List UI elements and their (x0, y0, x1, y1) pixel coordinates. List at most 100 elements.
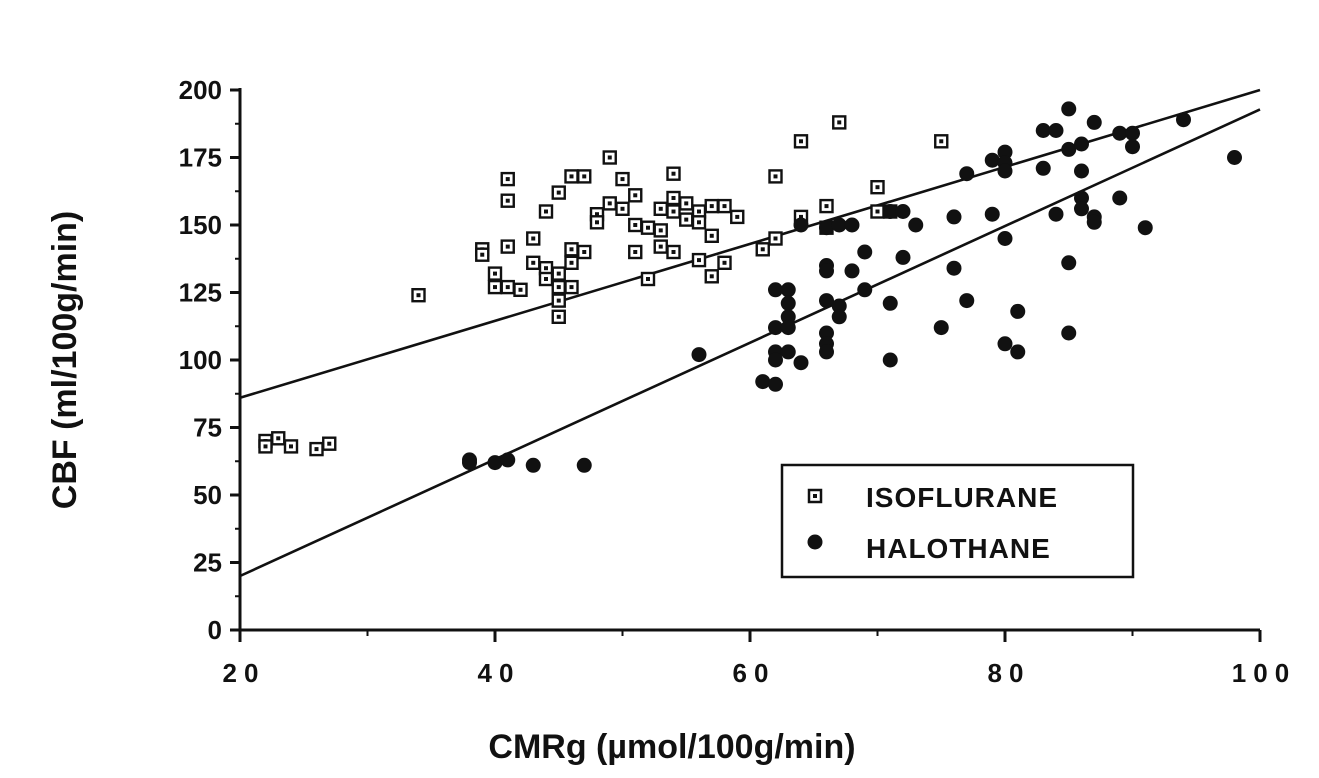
isoflurane-point-dot (556, 314, 561, 319)
halothane-point (1125, 139, 1140, 155)
isoflurane-point-dot (276, 436, 281, 441)
halothane-point (844, 217, 860, 233)
isoflurane-point (500, 279, 515, 295)
isoflurane-point (564, 169, 579, 184)
isoflurane-point (589, 215, 605, 230)
isoflurane-point (666, 204, 681, 219)
isoflurane-point-dot (697, 209, 701, 214)
isoflurane-point (564, 255, 579, 270)
halothane-point (768, 282, 783, 298)
isoflurane-point (283, 439, 299, 454)
isoflurane-point (309, 441, 324, 457)
fit-lines (239, 88, 1261, 578)
isoflurane-point-dot (531, 260, 536, 265)
isoflurane-point (653, 201, 668, 217)
y-tick-label: 25 (193, 548, 222, 578)
isoflurane-point (551, 279, 566, 295)
isoflurane-point-dot (773, 174, 778, 179)
halothane-point (500, 452, 516, 468)
isoflurane-point-dot (837, 120, 842, 125)
isoflurane-point (538, 271, 554, 287)
legend-halothane-marker (807, 534, 823, 550)
halothane-point (1010, 303, 1026, 319)
halothane-point (1074, 190, 1089, 206)
isoflurane-point (615, 171, 630, 187)
isoflurane-point (526, 255, 541, 270)
halothane-point (831, 309, 847, 325)
isoflurane-point (768, 231, 783, 246)
axes (230, 88, 1262, 642)
legend: ISOFLURANE HALOTHANE (780, 463, 1135, 579)
isoflurane-point-dot (799, 214, 803, 219)
isoflurane-point-dot (633, 193, 638, 198)
isoflurane-point-dot (658, 228, 663, 233)
isoflurane-point-dot (327, 441, 332, 446)
halothane-point (997, 231, 1013, 246)
halothane-point (1061, 325, 1077, 341)
isoflurane-point (577, 169, 592, 184)
isoflurane-point (538, 204, 554, 219)
isoflurane-point-dot (569, 247, 574, 252)
halothane-point (844, 263, 860, 279)
y-tick-label: 0 (208, 615, 222, 645)
halothane-point (1227, 150, 1242, 165)
halothane-point (819, 344, 834, 360)
isoflurane-point-dot (493, 285, 497, 290)
halothane-point (857, 244, 873, 260)
isoflurane-point (628, 217, 643, 233)
isoflurane-point (271, 431, 286, 446)
y-tick-label: 100 (179, 345, 222, 375)
tick-labels: 0 25 50 75 100 125 150 175 200 20 40 60 80 100 (179, 75, 1290, 688)
isoflurane-point (500, 193, 515, 208)
legend-halothane-label: HALOTHANE (866, 533, 1051, 564)
isoflurane-point (628, 188, 643, 203)
halothane-point (1137, 220, 1153, 236)
isoflurane-point-dot (709, 233, 714, 238)
isoflurane-point-dot (505, 198, 510, 203)
halothane-point (780, 320, 796, 336)
isoflurane-point (832, 115, 847, 130)
isoflurane-point (653, 239, 668, 254)
halothane-point (768, 320, 783, 336)
legend-isoflurane-label: ISOFLURANE (866, 482, 1058, 513)
isoflurane-point (717, 198, 732, 214)
halothane-point (780, 295, 796, 311)
isoflurane-point (768, 169, 783, 184)
fit-line-halothane (239, 108, 1261, 578)
isoflurane-point-dot (505, 177, 510, 182)
halothane-point (882, 352, 898, 368)
isoflurane-point (666, 166, 681, 181)
isoflurane-point (704, 198, 719, 214)
halothane-point (819, 263, 834, 279)
halothane-point (1035, 160, 1051, 176)
isoflurane-point (730, 209, 745, 225)
halothane-point (1010, 344, 1026, 360)
isoflurane-point-dot (633, 250, 638, 254)
isoflurane-point (602, 150, 617, 165)
halothane-point (908, 217, 924, 233)
isoflurane-point (793, 134, 809, 149)
isoflurane-point (628, 244, 643, 260)
y-tick-label: 125 (179, 278, 222, 308)
isoflurane-point (500, 171, 515, 187)
isoflurane-point-dot (607, 201, 612, 206)
isoflurane-point (577, 244, 592, 260)
isoflurane-point-dot (875, 185, 880, 190)
isoflurane-point-dot (773, 236, 778, 241)
halothane-point (768, 376, 783, 392)
halothane-point (895, 249, 911, 265)
halothane-point (984, 152, 1000, 168)
halothane-point (755, 374, 771, 390)
isoflurane-point-dot (263, 444, 268, 449)
isoflurane-point-dot (556, 190, 561, 195)
isoflurane-point-dot (709, 204, 714, 209)
isoflurane-point-dot (760, 247, 765, 252)
legend-box (780, 463, 1135, 579)
isoflurane-point-dot (875, 209, 880, 214)
y-tick-label: 150 (179, 210, 222, 240)
halothane-point (1061, 255, 1077, 271)
isoflurane-point-dot (735, 214, 740, 219)
isoflurane-point (691, 215, 707, 230)
halothane-point (1074, 163, 1089, 179)
